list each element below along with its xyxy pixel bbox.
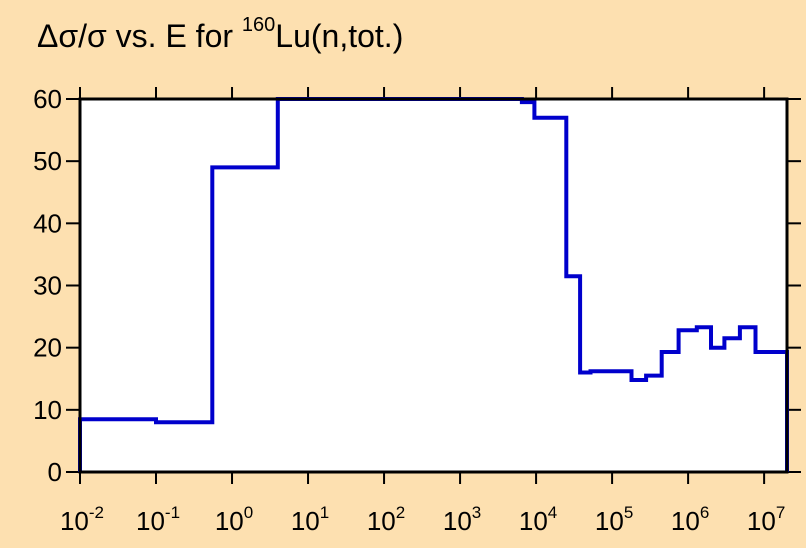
y-tick-label: 60 [33,84,62,114]
x-tick-label: 107 [747,503,785,536]
plot-frame [78,97,789,474]
chart-title-text-end: Lu(n,tot.) [275,18,404,54]
x-tick-label: 105 [595,503,633,536]
y-tick-label: 50 [33,146,62,176]
x-tick-label: 10-1 [136,503,180,536]
plot-area [80,99,787,472]
chart-title: Δσ/σ vs. E for 160Lu(n,tot.) [37,14,404,55]
y-tick-label: 40 [33,208,62,238]
chart-title-text: Δσ/σ vs. E for [37,18,242,54]
data-series-line [78,97,789,472]
y-tick-label: 30 [33,271,62,301]
x-tick-label: 100 [215,503,253,536]
y-tick-label: 20 [33,333,62,363]
x-tick-label: 102 [367,503,405,536]
x-tick-label: 103 [443,503,481,536]
chart-title-superscript: 160 [241,14,276,37]
x-tick-label: 101 [291,503,329,536]
y-tick-label: 0 [48,457,62,487]
x-tick-label: 104 [519,503,557,536]
axis-tick-labels: 0 10 20 30 40 50 60 10-2 10-1 100 101 102 103 104 105 1… [33,84,785,536]
y-tick-label: 10 [33,395,62,425]
x-tick-label: 10-2 [60,503,104,536]
x-tick-label: 106 [671,503,709,536]
axis-ticks [66,87,801,484]
